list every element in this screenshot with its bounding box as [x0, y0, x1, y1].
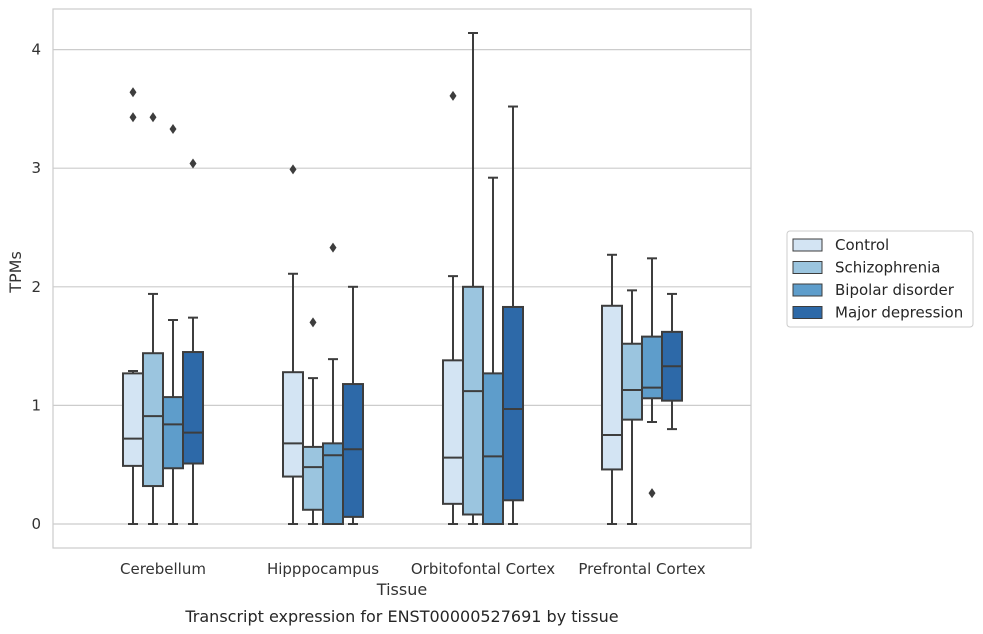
outlier-point	[289, 164, 297, 175]
box-schizophrenia-cerebellum	[142, 112, 164, 525]
box-schizophrenia-prefrontal-cortex	[621, 289, 643, 525]
box-schizophrenia-orbitofontal-cortex	[462, 31, 484, 525]
x-tick-label: Cerebellum	[120, 560, 206, 578]
x-tick-label: Prefrontal Cortex	[578, 560, 705, 578]
box-iqr	[122, 372, 144, 467]
box-control-orbitofontal-cortex	[442, 90, 464, 525]
box-control-cerebellum	[122, 87, 144, 525]
legend-label: Schizophrenia	[835, 259, 940, 277]
boxes-layer	[122, 31, 683, 525]
box-iqr	[502, 305, 524, 502]
outlier-point	[449, 90, 457, 101]
y-tick-label: 4	[31, 41, 41, 59]
legend-swatch	[792, 238, 823, 252]
legend-frame	[786, 230, 974, 328]
legend-label: Bipolar disorder	[835, 281, 955, 299]
box-bipolar-disorder-hipppocampus	[322, 242, 344, 525]
legend-label: Control	[835, 236, 889, 254]
box-iqr	[342, 383, 364, 518]
outlier-point	[648, 488, 656, 499]
plot-frame	[52, 8, 752, 549]
box-iqr	[282, 371, 304, 478]
x-tick-label: Orbitofontal Cortex	[411, 560, 555, 578]
legend: Control Schizophrenia Bipolar disorder Majo…	[786, 230, 974, 328]
outlier-point	[129, 87, 137, 98]
y-axis: 0 1 2 3 4	[31, 41, 41, 533]
box-bipolar-disorder-orbitofontal-cortex	[482, 176, 504, 525]
box-major-depression-orbitofontal-cortex	[502, 105, 524, 525]
box-iqr	[482, 372, 504, 525]
outlier-point	[129, 112, 137, 123]
box-iqr	[641, 335, 663, 400]
legend-swatch	[792, 261, 823, 274]
legend-swatch	[792, 306, 823, 319]
y-tick-label: 2	[31, 278, 41, 296]
outlier-point	[149, 112, 157, 123]
outlier-point	[329, 242, 337, 253]
box-bipolar-disorder-prefrontal-cortex	[641, 257, 663, 499]
box-iqr	[162, 396, 184, 470]
chart-caption: Transcript expression for ENST0000052769…	[184, 607, 618, 626]
box-iqr	[442, 359, 464, 505]
box-iqr	[462, 285, 484, 516]
outlier-point	[309, 317, 317, 328]
box-iqr	[142, 352, 164, 488]
outlier-point	[189, 158, 197, 169]
y-axis-title: TPMs	[6, 251, 25, 294]
x-tick-label: Hipppocampus	[267, 560, 379, 578]
box-major-depression-cerebellum	[182, 158, 204, 525]
legend-label: Major depression	[835, 304, 963, 322]
box-major-depression-hipppocampus	[342, 285, 364, 525]
box-iqr	[621, 342, 643, 421]
y-tick-label: 1	[31, 396, 41, 414]
box-iqr	[601, 304, 623, 471]
y-tick-label: 0	[31, 515, 41, 533]
outlier-point	[169, 124, 177, 135]
x-axis: Cerebellum Hipppocampus Orbitofontal Corte…	[120, 560, 706, 578]
legend-swatch	[792, 283, 823, 297]
box-control-prefrontal-cortex	[601, 253, 623, 525]
box-iqr	[302, 445, 324, 511]
x-axis-title: Tissue	[376, 580, 427, 599]
box-control-hipppocampus	[282, 164, 304, 525]
box-bipolar-disorder-cerebellum	[162, 124, 184, 525]
box-iqr	[182, 351, 204, 465]
y-tick-label: 3	[31, 159, 41, 177]
box-schizophrenia-hipppocampus	[302, 317, 324, 525]
box-major-depression-prefrontal-cortex	[661, 292, 683, 431]
